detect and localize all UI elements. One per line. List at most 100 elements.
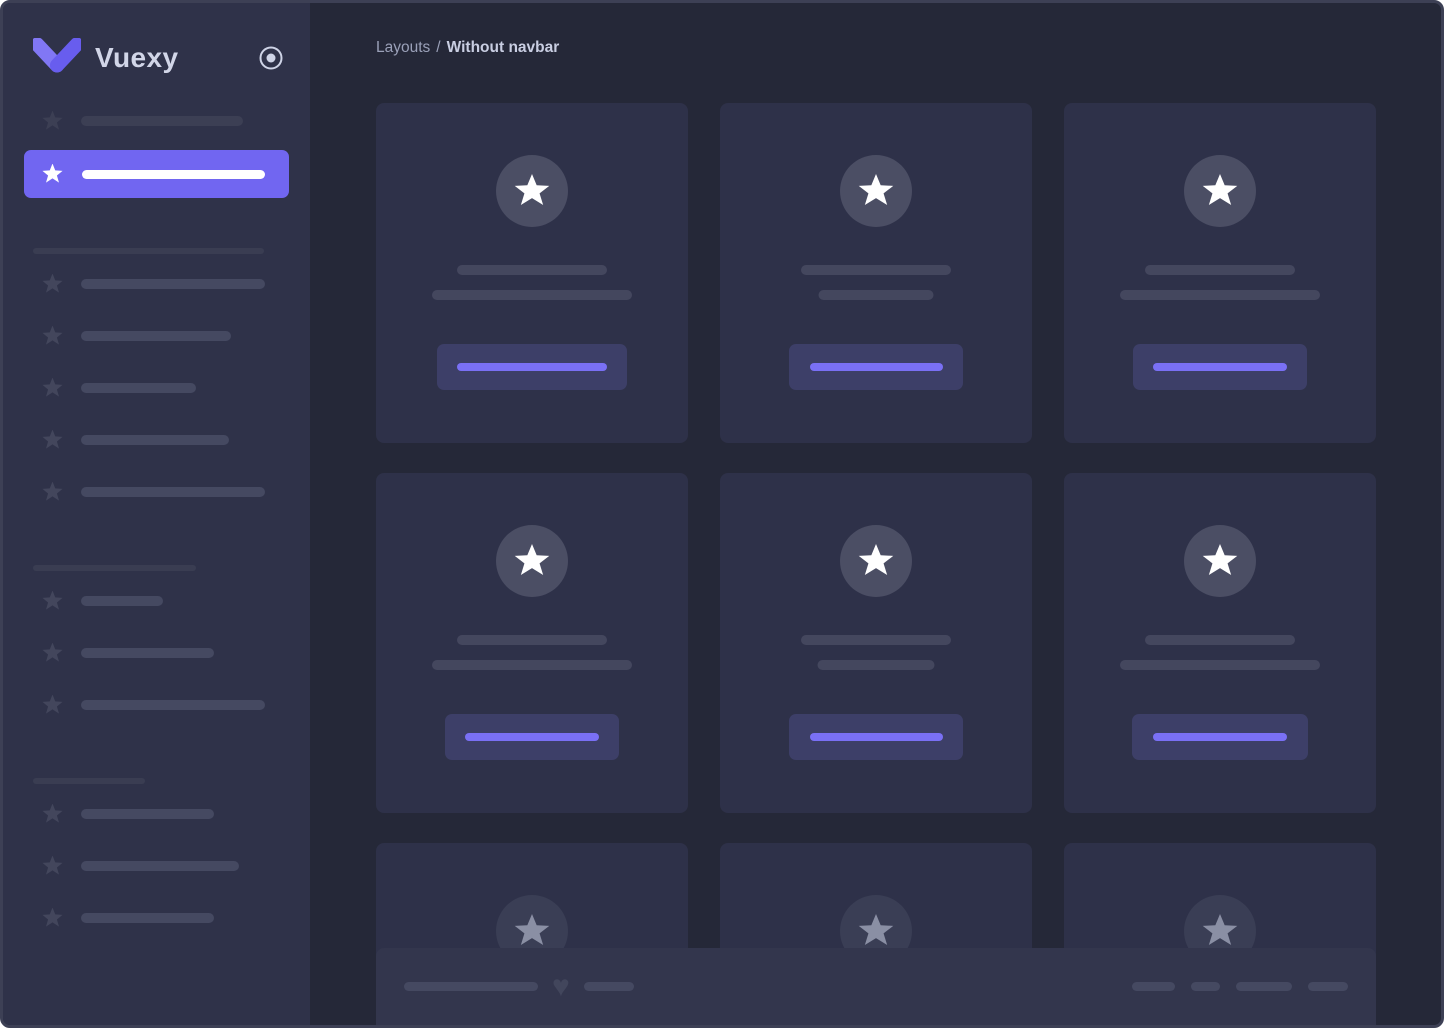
card-text-placeholder <box>1120 660 1320 670</box>
card-text-placeholder <box>1145 265 1295 275</box>
footer-link-placeholder <box>1132 982 1175 991</box>
star-icon <box>514 914 550 945</box>
breadcrumb-separator: / <box>436 39 441 56</box>
sidebar-nav-item[interactable] <box>3 95 310 147</box>
card-text-placeholder <box>457 635 607 645</box>
brand-name: Vuexy <box>95 42 179 73</box>
nav-item-label-placeholder <box>81 116 243 126</box>
nav-item-label-placeholder <box>81 861 239 871</box>
button-label-placeholder <box>465 733 599 741</box>
star-icon <box>1202 544 1238 575</box>
nav-item-label-placeholder <box>81 809 214 819</box>
star-icon <box>42 429 63 449</box>
sidebar-nav-item[interactable] <box>3 414 310 466</box>
sidebar-nav <box>3 95 310 944</box>
heart-icon: ♥ <box>552 969 570 1003</box>
card-text-placeholder <box>817 660 935 670</box>
card-action-button[interactable] <box>1133 344 1307 390</box>
star-icon <box>42 642 63 662</box>
star-icon <box>858 544 894 575</box>
nav-item-label-placeholder <box>82 169 265 179</box>
nav-item-label-placeholder <box>81 383 196 393</box>
card-grid <box>376 103 1376 1025</box>
footer-link-placeholder <box>1308 982 1348 991</box>
sidebar-nav-item[interactable] <box>3 258 310 310</box>
button-label-placeholder <box>809 363 943 371</box>
avatar-circle <box>840 155 912 227</box>
nav-item-label-placeholder <box>81 700 265 710</box>
avatar-circle <box>496 155 568 227</box>
nav-item-label-placeholder <box>81 487 265 497</box>
sidebar-nav-item[interactable] <box>3 788 310 840</box>
button-label-placeholder <box>1153 733 1287 741</box>
nav-section-divider <box>33 565 196 571</box>
button-label-placeholder <box>457 363 607 371</box>
preview-card <box>720 473 1032 813</box>
card-text-placeholder <box>1120 290 1320 300</box>
star-icon <box>42 855 63 875</box>
button-label-placeholder <box>1153 363 1287 371</box>
star-icon <box>858 174 894 205</box>
sidebar-nav-item[interactable] <box>24 150 289 198</box>
breadcrumb-parent[interactable]: Layouts <box>376 39 431 56</box>
card-text-placeholder <box>432 290 632 300</box>
star-icon <box>42 907 63 927</box>
card-action-button[interactable] <box>1132 714 1308 760</box>
sidebar-nav-item[interactable] <box>3 362 310 414</box>
card-action-button[interactable] <box>437 344 627 390</box>
card-action-button[interactable] <box>789 714 963 760</box>
preview-card <box>376 103 688 443</box>
star-icon <box>1202 174 1238 205</box>
sidebar-nav-item[interactable] <box>3 310 310 362</box>
star-icon <box>42 694 63 714</box>
sidebar-nav-item[interactable] <box>3 840 310 892</box>
preview-card <box>1064 473 1376 813</box>
sidebar-pin-radio-icon[interactable] <box>258 45 284 71</box>
star-icon <box>42 803 63 823</box>
nav-item-label-placeholder <box>81 596 163 606</box>
avatar-circle <box>840 525 912 597</box>
footer-link-placeholder <box>1191 982 1220 991</box>
star-icon <box>514 544 550 575</box>
star-icon <box>42 377 63 397</box>
breadcrumb: Layouts / Without navbar <box>376 39 1441 58</box>
card-text-placeholder <box>432 660 632 670</box>
footer-bar: ♥ <box>376 948 1376 1025</box>
star-icon <box>42 481 63 501</box>
card-text-placeholder <box>801 265 951 275</box>
nav-section-divider <box>33 248 264 254</box>
nav-section-divider <box>33 778 145 784</box>
card-action-button[interactable] <box>445 714 619 760</box>
sidebar-nav-item[interactable] <box>3 892 310 944</box>
star-icon <box>858 914 894 945</box>
sidebar-nav-item[interactable] <box>3 679 310 731</box>
star-icon <box>42 590 63 610</box>
star-icon <box>514 174 550 205</box>
nav-item-label-placeholder <box>81 279 265 289</box>
preview-card <box>376 473 688 813</box>
nav-item-label-placeholder <box>81 331 231 341</box>
nav-item-label-placeholder <box>81 648 214 658</box>
footer-links-group <box>1132 982 1348 991</box>
sidebar-nav-item[interactable] <box>3 627 310 679</box>
footer-text-placeholder <box>404 982 538 991</box>
preview-card <box>720 103 1032 443</box>
footer-link-placeholder <box>1236 982 1292 991</box>
card-text-placeholder <box>801 635 951 645</box>
avatar-circle <box>1184 525 1256 597</box>
vuexy-v-logo-icon <box>33 38 81 78</box>
card-text-placeholder <box>1145 635 1295 645</box>
star-icon <box>42 325 63 345</box>
card-text-placeholder <box>818 290 934 300</box>
sidebar-nav-item[interactable] <box>3 575 310 627</box>
sidebar-nav-item[interactable] <box>3 466 310 518</box>
star-icon <box>42 273 63 293</box>
star-icon <box>42 163 63 183</box>
preview-card <box>1064 103 1376 443</box>
footer-text-placeholder <box>583 982 634 991</box>
card-action-button[interactable] <box>789 344 963 390</box>
main-content: Layouts / Without navbar ♥ <box>310 3 1441 1025</box>
card-text-placeholder <box>457 265 607 275</box>
brand-header: Vuexy <box>33 36 284 80</box>
